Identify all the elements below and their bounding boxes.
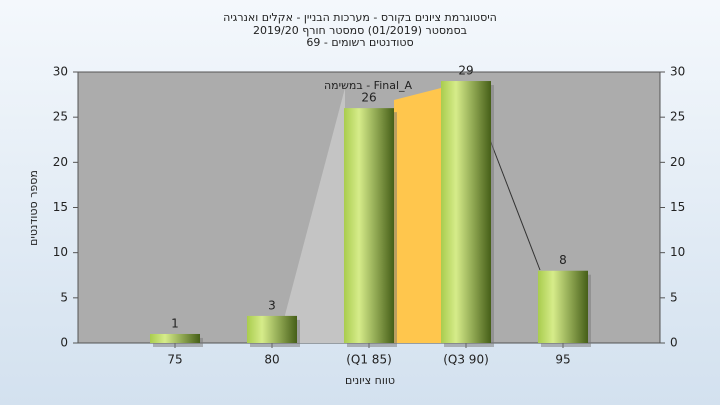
y-tick-label: 0: [60, 336, 68, 350]
y2-tick-label: 10: [670, 245, 685, 259]
x-axis-label: טווח ציונים: [345, 374, 395, 387]
y2-tick-label: 25: [670, 110, 685, 124]
x-tick-label: (Q3 90): [443, 353, 489, 367]
bar: [247, 315, 297, 343]
data-label: 29: [458, 64, 473, 78]
y2-tick-label: 15: [670, 200, 685, 214]
y2-tick-label: 0: [670, 336, 678, 350]
box-middle: [394, 88, 441, 343]
title-line: בסמסטר (01/2019) סמסטר חורף 2019/20: [253, 24, 467, 37]
y2-tick-label: 5: [670, 290, 678, 304]
bar: [538, 270, 588, 343]
x-tick-label: 95: [555, 353, 570, 367]
bar: [150, 333, 200, 343]
title-line: היסטוגרמת ציונים בקורס - מערכות הבניין -…: [223, 11, 497, 24]
y-tick-label: 15: [53, 200, 68, 214]
x-tick-label: 75: [167, 353, 182, 367]
y2-tick-label: 20: [670, 155, 685, 169]
legend-text: במשימה - Final_A: [324, 79, 413, 92]
y-tick-label: 5: [60, 290, 68, 304]
x-tick-label: (Q1 85): [346, 353, 392, 367]
data-label: 3: [268, 298, 276, 312]
data-label: 1: [171, 316, 179, 330]
box-lower: [285, 88, 345, 343]
y-axis-label: מספר סטודנטים: [27, 170, 40, 246]
y-tick-label: 25: [53, 110, 68, 124]
y-tick-label: 10: [53, 245, 68, 259]
y-tick-label: 20: [53, 155, 68, 169]
bar: [344, 108, 394, 343]
data-label: 8: [559, 253, 567, 267]
y2-tick-label: 30: [670, 65, 685, 79]
data-label: 26: [361, 91, 376, 105]
title-line: סטודנטים רשומים - 69: [306, 36, 413, 49]
y-tick-label: 30: [53, 65, 68, 79]
whisker: [489, 139, 541, 271]
x-tick-label: 80: [264, 353, 279, 367]
bar: [441, 81, 491, 344]
